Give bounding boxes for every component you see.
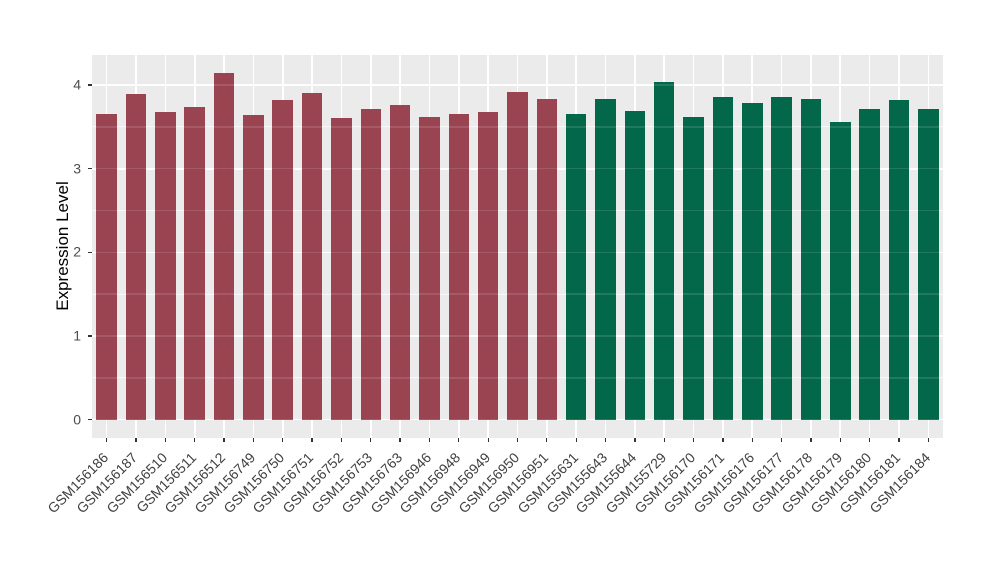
gridline-overlay: [92, 168, 943, 170]
x-tick: [370, 438, 372, 442]
bar: [213, 72, 235, 420]
bar: [741, 102, 763, 420]
x-tick: [839, 438, 841, 442]
x-tick: [282, 438, 284, 442]
x-tick: [399, 438, 401, 442]
bar: [184, 106, 205, 420]
x-tick: [868, 438, 871, 442]
gridline-major: [92, 84, 943, 86]
y-tick-label: 0: [73, 411, 81, 428]
y-tick: [88, 335, 92, 337]
x-tick: [458, 438, 460, 442]
x-tick: [692, 438, 695, 442]
y-tick-label: 1: [73, 327, 81, 344]
bar: [507, 91, 528, 420]
plot-panel: [92, 55, 943, 438]
bar: [712, 96, 734, 420]
bar: [800, 98, 822, 420]
bar: [389, 105, 411, 420]
x-axis: GSM156186 GSM156187 GSM156510 GSM156511 GSM1…: [44, 438, 943, 580]
y-tick-label: 3: [73, 160, 81, 177]
gridline-major: [92, 418, 943, 421]
y-axis: 0 1 2 3 4: [0, 55, 92, 438]
x-tick: [751, 438, 753, 442]
gridline-overlay: [92, 209, 943, 212]
bar: [888, 100, 910, 420]
x-tick: [487, 438, 489, 442]
bar: [448, 113, 470, 420]
bar: [624, 111, 646, 420]
x-tick: [311, 438, 313, 442]
bar: [125, 94, 147, 420]
x-tick: [575, 438, 577, 442]
x-tick: [340, 438, 343, 442]
y-tick-label: 4: [73, 76, 81, 93]
bar: [565, 113, 587, 420]
x-tick: [106, 438, 108, 442]
y-tick: [88, 84, 92, 86]
x-tick: [927, 438, 929, 442]
bar: [653, 81, 675, 420]
y-tick: [88, 418, 92, 421]
x-tick: [898, 438, 900, 442]
x-tick: [252, 438, 255, 442]
gridline-overlay: [92, 335, 943, 337]
bar: [536, 98, 558, 420]
gridline-overlay: [92, 418, 943, 421]
bar: [771, 96, 792, 420]
y-tick: [88, 168, 92, 170]
bar: [331, 117, 352, 420]
gridline-overlay: [92, 377, 943, 379]
x-tick: [135, 438, 137, 442]
gridline-overlay: [92, 126, 943, 128]
bar: [243, 115, 264, 420]
bar: [272, 100, 293, 420]
bar: [918, 109, 939, 420]
bar: [155, 111, 176, 420]
x-tick: [516, 438, 519, 442]
x-tick: [194, 438, 196, 442]
x-tick: [634, 438, 636, 442]
x-tick: [780, 438, 783, 442]
x-tick: [663, 438, 665, 442]
bar: [96, 113, 117, 420]
y-tick-label: 2: [73, 244, 81, 261]
bar: [477, 111, 499, 420]
x-tick: [604, 438, 607, 442]
y-tick: [88, 251, 92, 253]
x-tick: [164, 438, 166, 442]
gridline-overlay: [92, 84, 943, 86]
bar: [683, 116, 704, 420]
bar: [360, 108, 382, 420]
bar: [301, 93, 323, 420]
bar: [595, 98, 616, 420]
x-tick: [810, 438, 812, 442]
bar: [859, 108, 880, 420]
x-tick: [722, 438, 724, 442]
x-tick: [223, 438, 225, 442]
bar: [419, 116, 440, 420]
x-tick: [546, 438, 548, 442]
x-tick: [428, 438, 431, 442]
gridline-overlay: [92, 251, 943, 254]
gridline-overlay: [92, 293, 943, 295]
bar: [830, 121, 851, 420]
